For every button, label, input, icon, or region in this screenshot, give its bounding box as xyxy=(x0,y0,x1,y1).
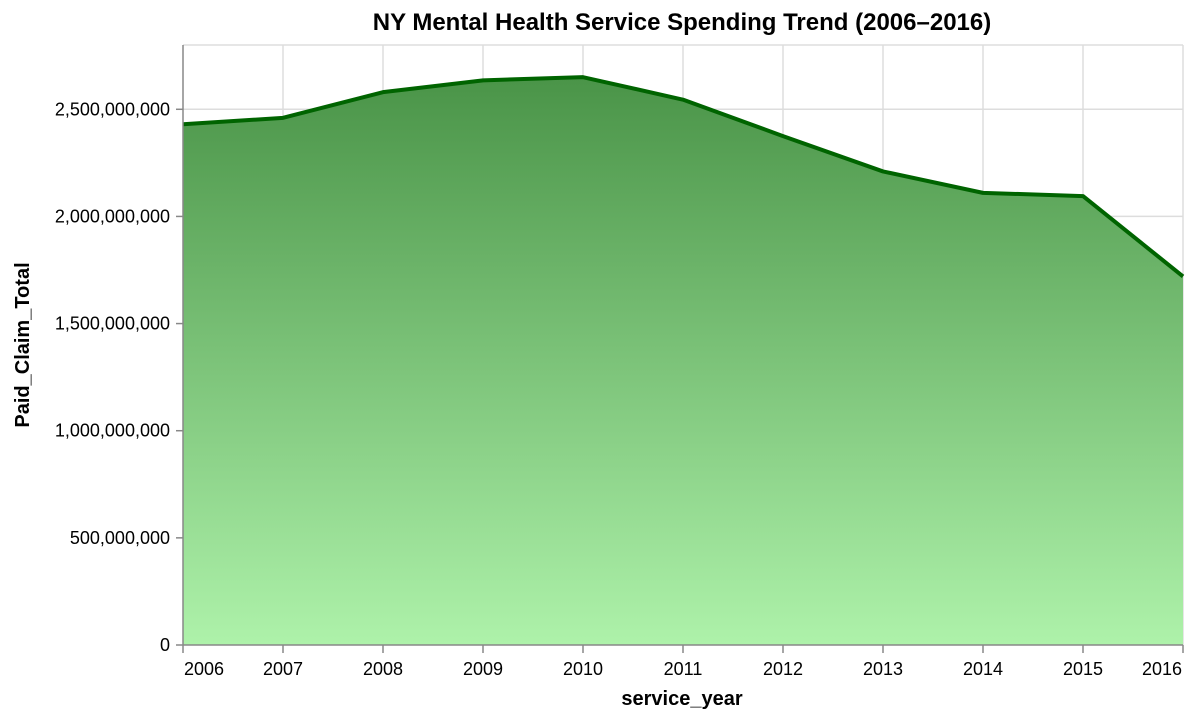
chart-title: NY Mental Health Service Spending Trend … xyxy=(373,9,991,36)
data-point xyxy=(581,75,585,79)
y-tick-label: 1,500,000,000 xyxy=(55,314,170,334)
x-tick-label: 2012 xyxy=(763,659,803,679)
data-point xyxy=(381,90,385,94)
axis-layer: 0 500,000,000 1,000,000,000 1,500,000,000 2,… xyxy=(55,45,1184,679)
x-tick-label: 2011 xyxy=(664,659,703,679)
data-point xyxy=(681,98,685,102)
y-tick-label: 2,000,000,000 xyxy=(55,206,170,226)
x-tick-label: 2009 xyxy=(463,659,503,679)
data-point xyxy=(481,78,485,82)
x-tick-label: 2015 xyxy=(1063,659,1103,679)
data-point xyxy=(1181,274,1185,278)
x-tick-label: 2013 xyxy=(863,659,903,679)
x-tick-label: 2008 xyxy=(363,659,403,679)
y-tick-label: 0 xyxy=(160,635,170,655)
y-tick-label: 2,500,000,000 xyxy=(55,99,170,119)
area-fill xyxy=(183,77,1183,645)
x-tick-label: 2007 xyxy=(263,659,303,679)
y-tick-label: 1,000,000,000 xyxy=(55,421,170,441)
y-tick-label: 500,000,000 xyxy=(70,528,170,548)
data-point xyxy=(981,191,985,195)
y-axis-title: Paid_Claim_Total xyxy=(12,262,34,427)
x-axis-title: service_year xyxy=(621,688,742,710)
data-point xyxy=(1081,194,1085,198)
x-tick-label: 2016 xyxy=(1142,659,1182,679)
x-tick-label: 2006 xyxy=(184,659,224,679)
x-tick-label: 2010 xyxy=(563,659,603,679)
area-layer xyxy=(182,75,1185,645)
data-point xyxy=(781,134,785,138)
data-point xyxy=(881,169,885,173)
x-tick-label: 2014 xyxy=(963,659,1003,679)
series-line xyxy=(182,75,1185,278)
data-point xyxy=(281,116,285,120)
